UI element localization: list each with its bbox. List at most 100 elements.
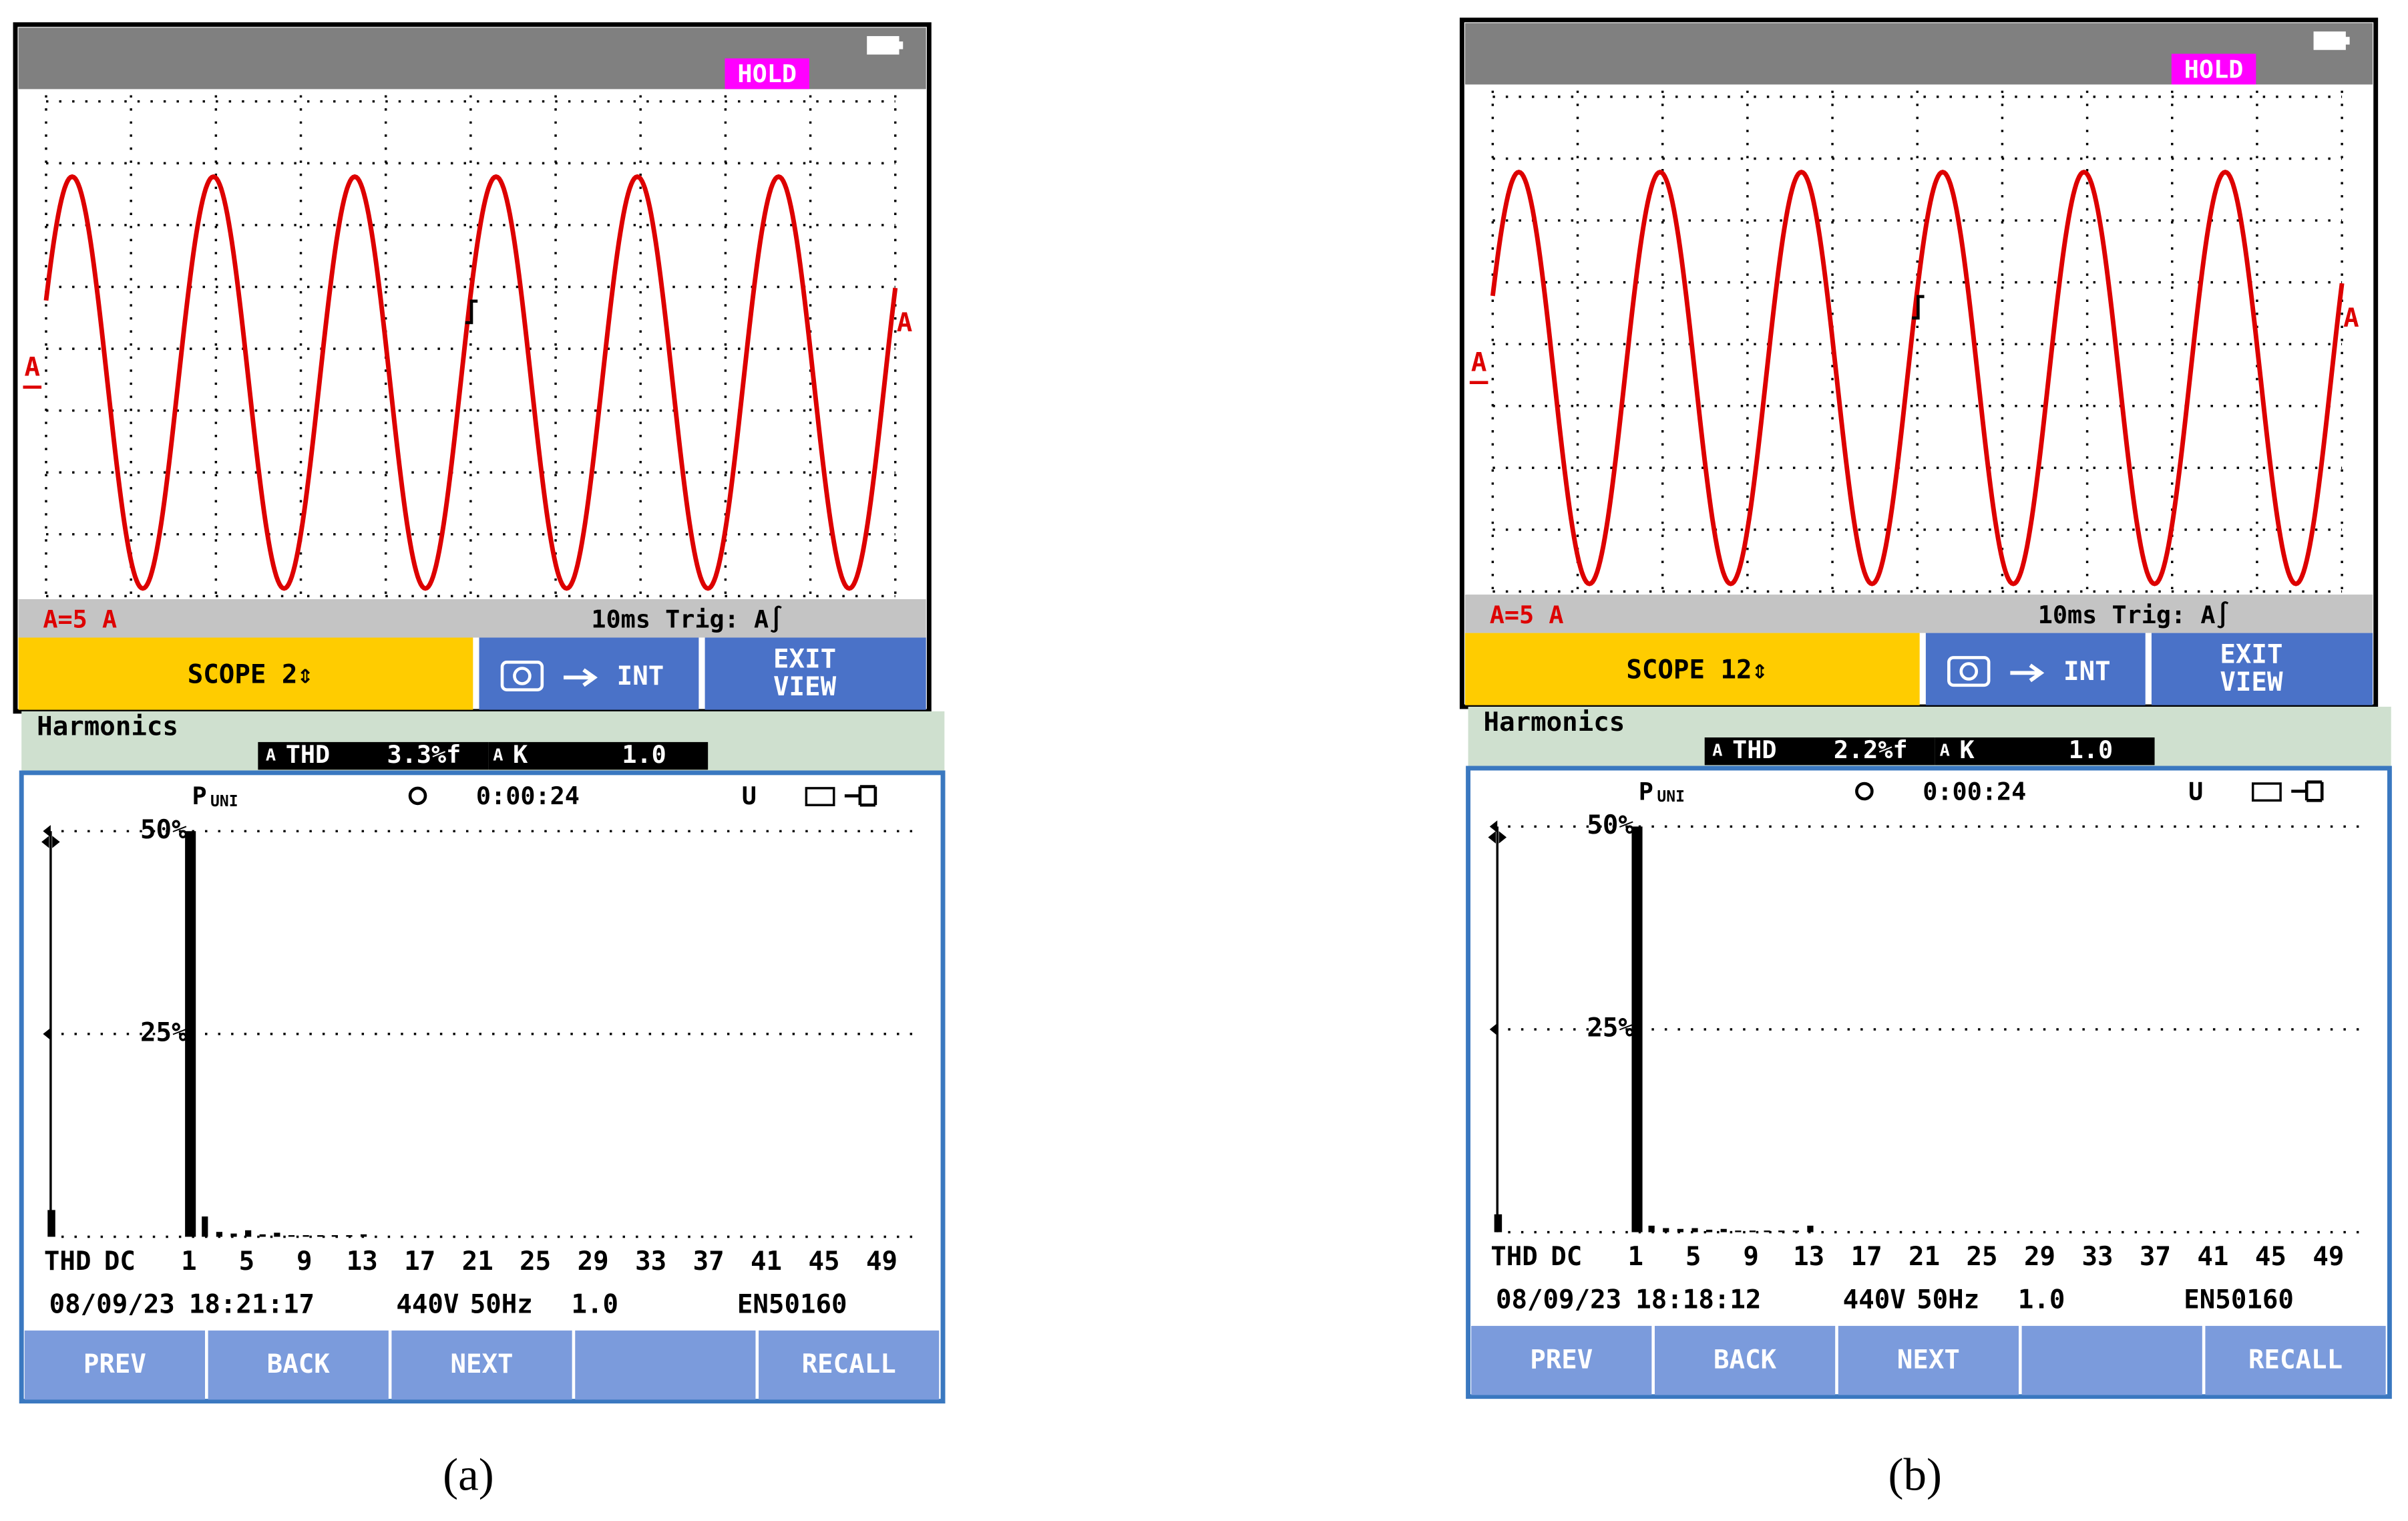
y-tick-label: 50% <box>140 815 188 845</box>
harmonics-panel <box>19 770 946 1404</box>
thd-label: THD <box>1732 735 1776 764</box>
harmonic-bar <box>360 1234 367 1237</box>
x-tick-label: 13 <box>1793 1242 1824 1272</box>
scope-button-label: SCOPE 2⇕ <box>188 659 313 689</box>
exit-button-label: VIEW <box>773 672 837 702</box>
k-value: 1.0 <box>2069 735 2113 764</box>
harmonic-bar <box>317 1235 324 1237</box>
harmonic-bar <box>202 1216 208 1237</box>
footer-label: 50Hz <box>470 1289 533 1319</box>
thd-bar <box>47 1210 55 1237</box>
harmonics-title: Harmonics <box>37 712 178 742</box>
scope-button <box>18 637 473 710</box>
camera-icon <box>500 660 544 691</box>
scope-button <box>1464 633 1920 705</box>
timebase-label: 10ms Trig: A∫ <box>2038 601 2230 629</box>
soft-button <box>1654 1325 1836 1395</box>
soft-button-label: RECALL <box>802 1349 896 1379</box>
harmonic-bar <box>185 831 196 1237</box>
bars <box>1494 826 1814 1232</box>
thd-label: THD <box>286 740 330 769</box>
soft-button-label: NEXT <box>450 1349 513 1379</box>
hold-label: HOLD <box>737 59 797 88</box>
footer-label: 1.0 <box>2018 1285 2065 1315</box>
marker-left: A <box>1471 348 1487 378</box>
footer-label: EN50160 <box>2184 1285 2294 1315</box>
x-tick-label: 9 <box>1743 1242 1759 1272</box>
footer-label: 50Hz <box>1917 1285 1979 1315</box>
harmonic-bar <box>1648 1225 1655 1232</box>
arrow-icon <box>2010 663 2045 683</box>
tick-marker <box>1489 1023 1498 1036</box>
scope-screen <box>1459 17 2379 709</box>
x-tick-label: THD <box>1490 1242 1538 1272</box>
x-tick-label: 33 <box>2081 1242 2113 1272</box>
soft-button <box>1471 1325 1652 1395</box>
soft-button-label: PREV <box>1530 1345 1593 1375</box>
u-label: U <box>742 782 757 810</box>
harmonic-bar <box>346 1235 353 1237</box>
soft-button <box>2021 1325 2202 1395</box>
p-label: P <box>192 782 206 810</box>
soft-button-label: RECALL <box>2248 1345 2343 1375</box>
y-tick-label: 25% <box>1587 1013 1634 1043</box>
footer-label: 08/09/23 <box>1496 1285 1621 1315</box>
waveform <box>1490 169 2345 586</box>
x-tick-label: 25 <box>1967 1242 1998 1272</box>
x-tick-label: 5 <box>1685 1242 1701 1272</box>
int-button-label: INT <box>2063 657 2111 687</box>
plug-icon <box>2291 780 2324 802</box>
time-label: 0:00:24 <box>476 782 580 810</box>
battery-tip <box>898 41 904 49</box>
k-channel: A <box>493 745 503 765</box>
x-tick-label: 13 <box>347 1246 378 1277</box>
scope-screen <box>13 22 932 714</box>
time-label: 0:00:24 <box>1923 777 2026 806</box>
marker-right: A <box>2343 303 2359 333</box>
footer-label: 440V <box>1843 1285 1906 1315</box>
footer-label: 18:21:17 <box>189 1289 315 1319</box>
x-tick-label: 9 <box>296 1246 313 1277</box>
axis-arrows <box>41 836 60 848</box>
thd-value: 3.3%f <box>387 740 461 769</box>
k-box <box>488 741 709 770</box>
x-tick-label: DC <box>1551 1242 1582 1272</box>
scale-label: A=5 A <box>43 605 117 634</box>
camera-lens <box>1959 662 1979 681</box>
harmonic-bar <box>1764 1230 1770 1232</box>
harmonic-bar <box>1706 1229 1713 1232</box>
arrow-icon <box>564 668 598 687</box>
exit-button <box>705 637 926 710</box>
x-tick-label: 21 <box>1909 1242 1940 1272</box>
harmonic-bar <box>1792 1230 1799 1232</box>
k-channel: A <box>1940 741 1950 760</box>
scale-label: A=5 A <box>1490 601 1564 629</box>
k-label: K <box>513 740 528 769</box>
trigger-mark <box>1912 295 1925 320</box>
status-icon <box>2252 782 2282 802</box>
soft-button <box>2205 1325 2386 1395</box>
x-tick-label: 45 <box>2255 1242 2286 1272</box>
soft-button-label: BACK <box>1714 1345 1777 1375</box>
caption: (b) <box>1888 1450 1942 1500</box>
harmonic-bar <box>1663 1228 1669 1232</box>
k-value: 1.0 <box>622 740 666 769</box>
x-tick-label: 37 <box>2140 1242 2171 1272</box>
x-tick-label: 29 <box>2024 1242 2055 1272</box>
status-bar <box>18 599 926 638</box>
x-tick-label: 33 <box>635 1246 666 1277</box>
harmonic-bar <box>274 1232 280 1237</box>
harmonic-bar <box>245 1230 252 1237</box>
thd-channel: A <box>266 745 276 765</box>
harmonic-bar <box>1778 1230 1785 1232</box>
hold-badge <box>2171 53 2256 85</box>
x-tick-label: 29 <box>578 1246 609 1277</box>
footer-label: 18:18:12 <box>1635 1285 1761 1315</box>
marker-right: A <box>897 308 913 338</box>
x-tick-label: 45 <box>809 1246 840 1277</box>
plug-icon <box>844 785 877 807</box>
clock-icon <box>408 786 427 806</box>
harmonic-bar <box>216 1232 223 1237</box>
harmonics-panel <box>1466 766 2392 1399</box>
soft-button <box>208 1330 389 1400</box>
